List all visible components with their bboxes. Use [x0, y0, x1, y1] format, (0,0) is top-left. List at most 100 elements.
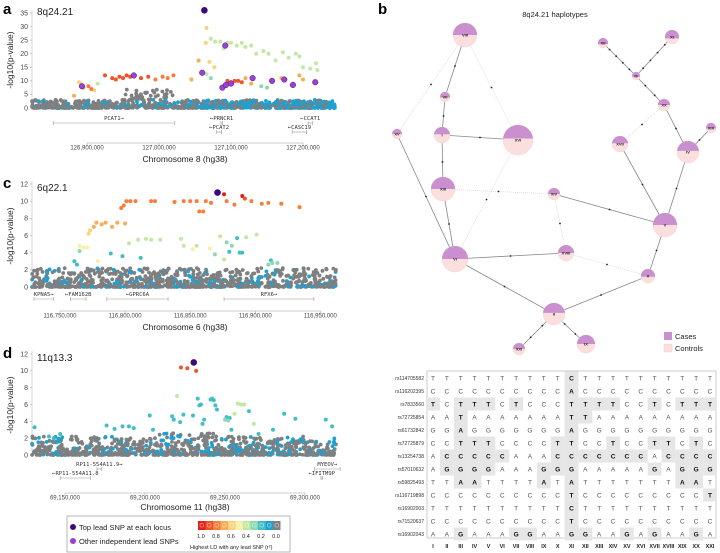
background-snp-point — [263, 273, 268, 278]
y-tick-label: 35 — [20, 10, 28, 17]
snp-point — [170, 414, 175, 419]
allele-cell: C — [666, 453, 671, 460]
background-snp-point — [90, 284, 95, 289]
background-snp-point — [240, 453, 245, 457]
lead-snp-point — [130, 72, 137, 79]
background-snp-point — [76, 452, 81, 457]
allele-cell: A — [458, 427, 463, 434]
ld-scale-swatch-mark — [252, 523, 257, 528]
allele-cell: C — [528, 492, 533, 499]
allele-cell: A — [639, 414, 644, 421]
allele-highlight — [564, 397, 579, 411]
allele-cell: A — [680, 479, 685, 486]
snp-point — [297, 205, 302, 210]
background-snp-point — [86, 270, 91, 275]
allele-highlight — [564, 410, 579, 424]
background-snp-point — [158, 444, 163, 449]
background-snp-point — [119, 452, 124, 457]
background-snp-point — [47, 267, 52, 272]
y-tick-label: 10 — [20, 78, 28, 85]
mutation-step-dot — [541, 324, 544, 327]
allele-cell: T — [639, 479, 643, 486]
snp-point — [330, 424, 335, 429]
allele-cell: T — [597, 401, 601, 408]
y-tick-label: 2 — [24, 267, 28, 274]
allele-cell: G — [527, 531, 532, 538]
lead-snp-point — [249, 75, 256, 82]
background-snp-point — [255, 266, 260, 271]
legend-cases: Cases — [675, 332, 697, 341]
background-snp-point — [196, 284, 200, 289]
y-tick-label: 8 — [24, 385, 28, 392]
allele-highlight — [536, 462, 551, 476]
background-snp-point — [143, 274, 148, 279]
haplotype-column-header: III — [458, 544, 463, 550]
background-snp-point — [123, 452, 128, 457]
background-snp-point — [211, 272, 216, 277]
haplotype-node-cases — [503, 125, 533, 139]
allele-highlight — [495, 449, 510, 463]
background-snp-point — [100, 450, 105, 455]
snp-point — [115, 220, 120, 225]
background-snp-point — [114, 444, 118, 449]
mutation-step-dot — [675, 187, 678, 190]
snp-point — [212, 252, 217, 257]
allele-cell: T — [486, 375, 490, 382]
background-snp-point — [328, 284, 332, 288]
mutation-step-dot — [663, 43, 666, 46]
allele-cell: A — [625, 466, 630, 473]
background-snp-point — [301, 440, 306, 445]
snp-point — [136, 237, 141, 242]
background-snp-point — [153, 436, 157, 441]
allele-cell: C — [583, 440, 588, 447]
background-snp-point — [318, 442, 323, 447]
x-tick-label: 69,250,000 — [210, 496, 241, 502]
background-snp-point — [110, 446, 115, 451]
allele-cell: C — [652, 518, 657, 525]
background-snp-point — [160, 106, 165, 110]
haplotype-column-header: XIX — [678, 544, 687, 550]
gene-label: ←IFITM9P — [309, 471, 336, 477]
snp-point — [174, 394, 179, 399]
y-tick-label: 8 — [24, 216, 28, 223]
background-snp-point — [206, 448, 211, 452]
snp-point — [293, 416, 298, 421]
allele-cell: T — [583, 414, 587, 421]
snp-id: rs16902003 — [398, 506, 425, 512]
background-snp-point — [294, 267, 299, 272]
background-snp-point — [253, 105, 258, 110]
background-snp-point — [165, 268, 170, 273]
haplotype-column-header: IV — [472, 544, 478, 550]
allele-cell: G — [472, 427, 477, 434]
allele-cell: C — [500, 518, 505, 525]
allele-cell: T — [514, 401, 518, 408]
background-snp-point — [283, 446, 288, 451]
allele-cell: C — [680, 440, 685, 447]
snp-point — [218, 39, 223, 44]
background-snp-point — [173, 443, 178, 448]
background-snp-point — [314, 439, 319, 444]
background-snp-point — [258, 436, 262, 440]
background-snp-point — [330, 444, 335, 449]
background-snp-point — [158, 101, 162, 106]
y-tick-label: 12 — [20, 181, 28, 188]
allele-cell: T — [611, 505, 615, 512]
snp-point — [265, 85, 270, 90]
background-snp-point — [141, 437, 146, 442]
allele-cell: A — [597, 466, 602, 473]
haplotype-node-cases — [513, 343, 525, 349]
allele-cell: T — [459, 440, 463, 447]
y-tick-label: 4 — [24, 250, 28, 257]
gene-label: ←RP11-554A11.8 — [52, 471, 98, 477]
x-axis-title-d: Chromosome 11 (hg38) — [140, 502, 229, 512]
snp-point — [121, 203, 126, 208]
allele-cell: G — [694, 466, 699, 473]
allele-cell: C — [541, 440, 546, 447]
gene-label: ←PCAT2 — [209, 125, 229, 131]
allele-highlight — [550, 462, 565, 476]
allele-cell: T — [653, 505, 657, 512]
allele-cell: T — [570, 414, 574, 421]
background-snp-point — [232, 442, 237, 447]
background-snp-point — [289, 440, 294, 444]
snp-id: rs72725879 — [398, 441, 425, 447]
